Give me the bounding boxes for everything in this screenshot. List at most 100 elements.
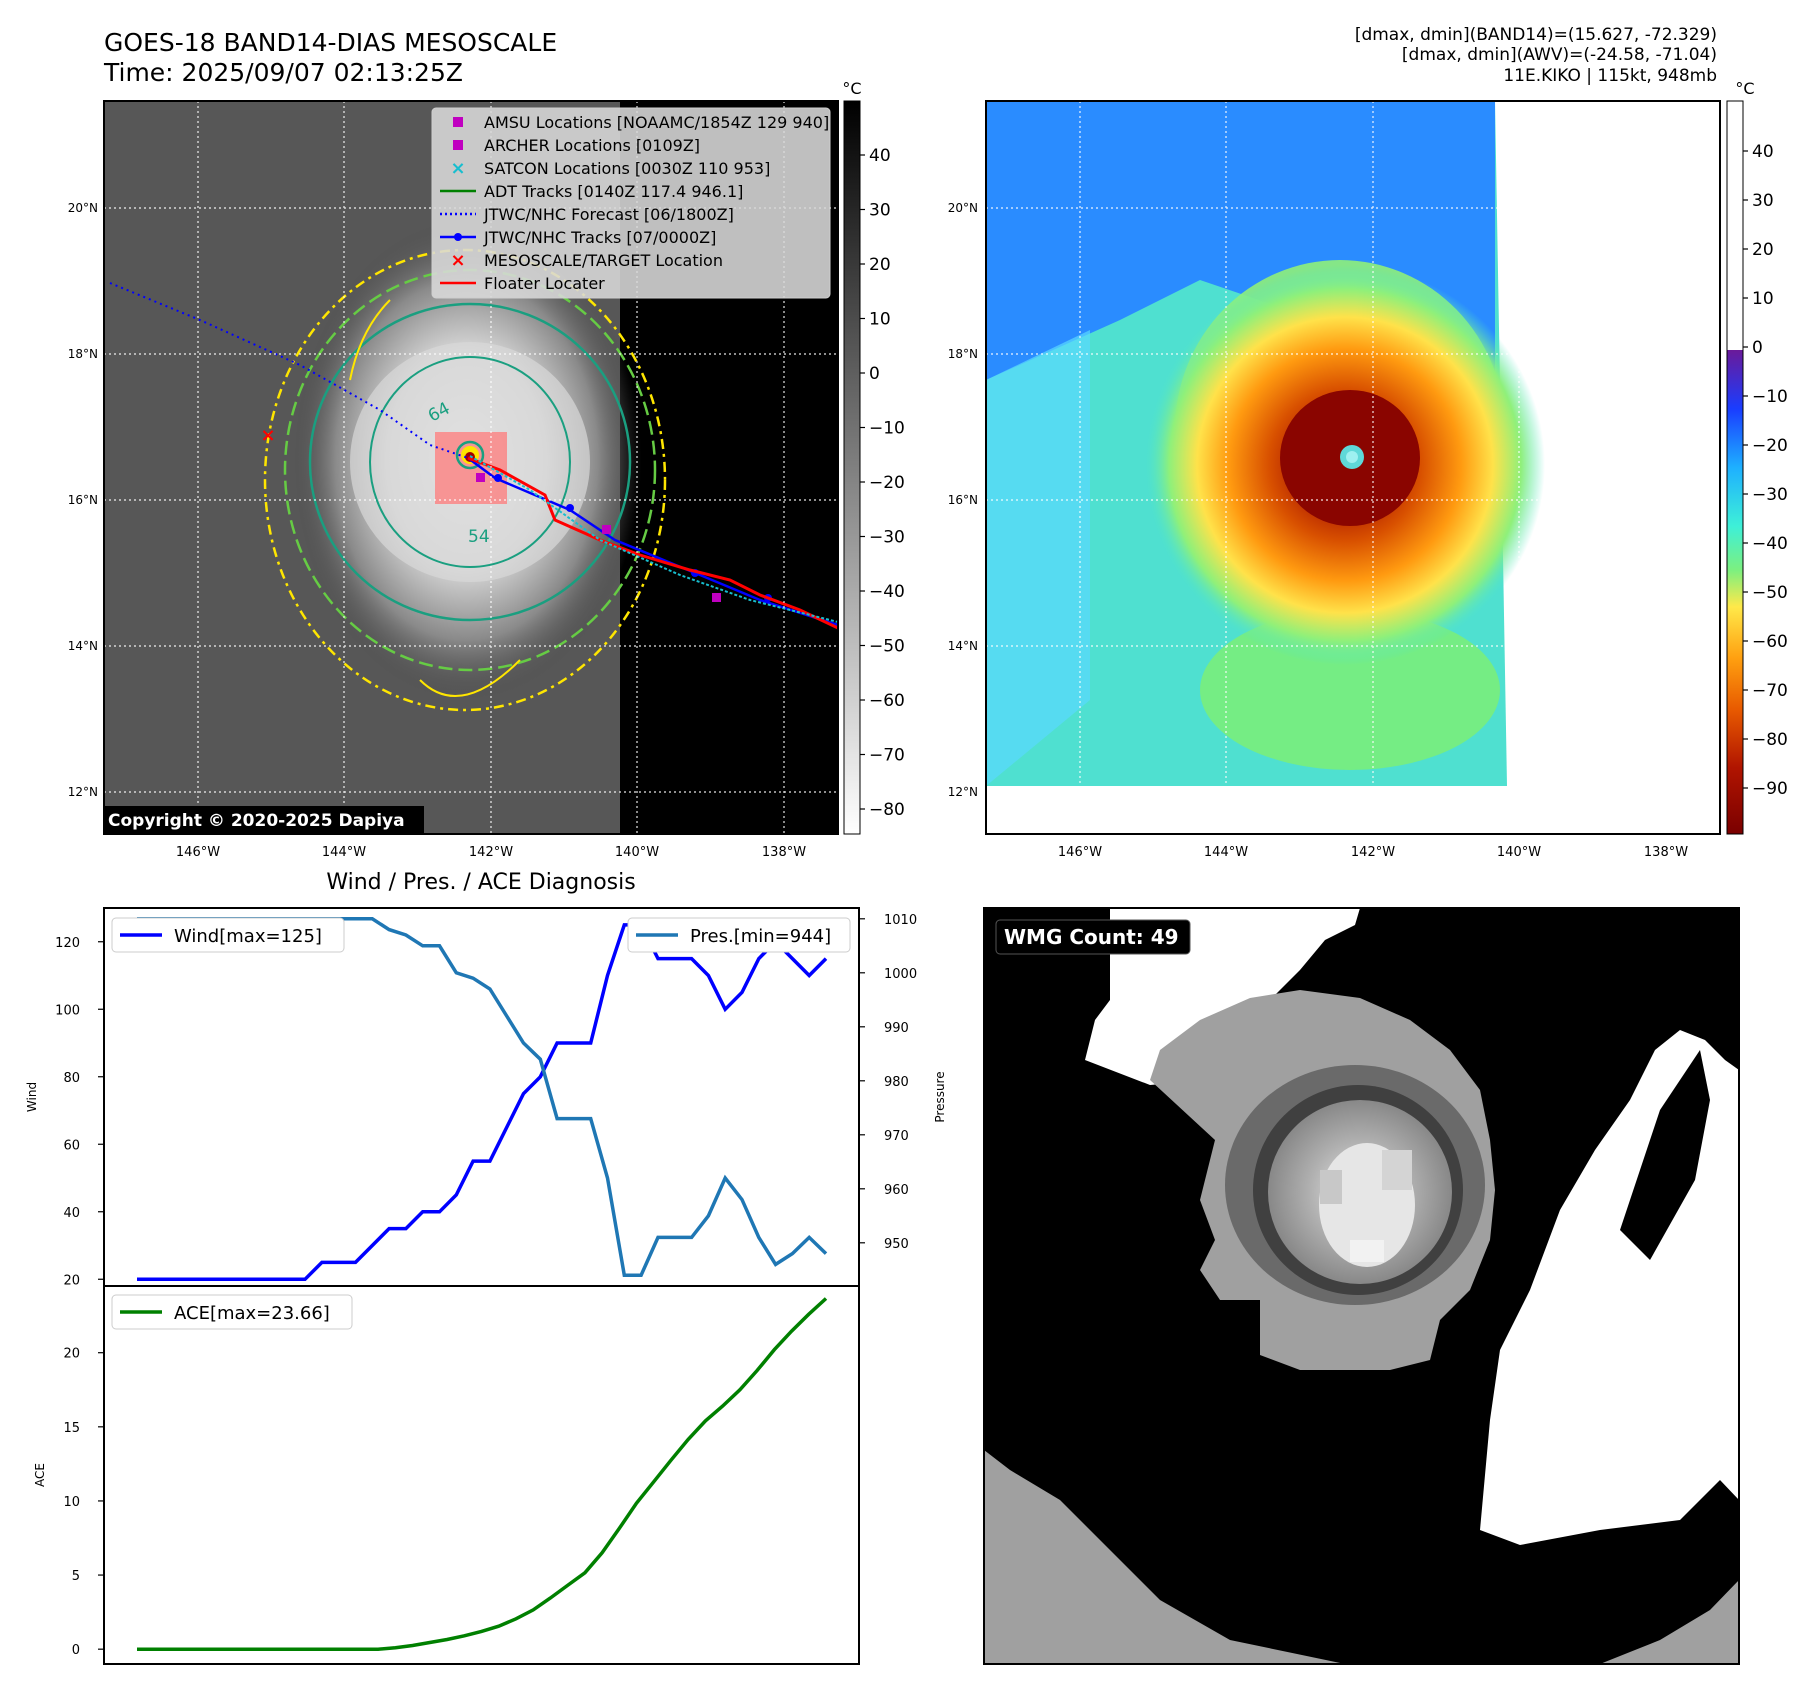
lon-label: 142°W	[1351, 845, 1395, 860]
ace-series-line	[137, 1297, 828, 1651]
lat-label: 12°N	[68, 785, 98, 799]
legend-swatch-dot	[454, 233, 462, 241]
colorbar-tick-label: −80	[869, 800, 905, 820]
pressure-tick-label: 1010	[884, 913, 917, 928]
figure-title: GOES-18 BAND14-DIAS MESOSCALE	[104, 28, 557, 57]
wind-axis-label: Wind	[25, 1082, 39, 1112]
ace-legend: ACE[max=23.66]	[111, 1294, 353, 1330]
wind-legend: Wind[max=125]	[111, 917, 345, 953]
colorbar-tick-label: −10	[1752, 387, 1788, 407]
ace-plot	[137, 1297, 828, 1651]
colorbar-tick-label: 0	[869, 364, 880, 384]
lon-label: 144°W	[322, 845, 366, 860]
legend-entry: ARCHER Locations [0109Z]	[453, 136, 700, 155]
lat-label: 18°N	[68, 347, 98, 361]
lat-label: 14°N	[948, 639, 978, 653]
colorbar-tick-label: 30	[1752, 191, 1774, 211]
legend-entry: × MESOSCALE/TARGET Location	[450, 250, 723, 271]
legend-label: JTWC/NHC Forecast [06/1800Z]	[483, 205, 734, 224]
pressure-tick-label: 990	[884, 1021, 909, 1036]
colorbar-tick-label: −10	[869, 419, 905, 439]
stats-storm: 11E.KIKO | 115kt, 948mb	[1503, 66, 1717, 86]
map2-lon-labels: 146°W 144°W 142°W 140°W 138°W	[1058, 845, 1688, 860]
legend-label: ARCHER Locations [0109Z]	[484, 136, 700, 155]
colorbar-tick-label: −20	[869, 473, 905, 493]
legend-entry: AMSU Locations [NOAAMC/1854Z 129 940]	[453, 113, 829, 132]
legend-swatch: ×	[450, 250, 465, 271]
gray-colorbar-unit: °C	[842, 79, 861, 98]
wind-tick-label: 20	[63, 1273, 80, 1288]
legend-entry: Floater Locater	[440, 274, 605, 293]
colorbar-tick-label: 40	[1752, 142, 1774, 162]
colorbar-tick-label: −50	[869, 637, 905, 657]
wmg-panel: WMG Count: 49	[983, 907, 1740, 1665]
color-colorbar-unit: °C	[1735, 79, 1754, 98]
colorbar-tick-label: −70	[869, 746, 905, 766]
lon-label: 146°W	[1058, 845, 1102, 860]
ace-tick-label: 10	[63, 1495, 80, 1510]
colorbar-tick-label: −20	[1752, 436, 1788, 456]
ace-axis-label: ACE	[33, 1463, 47, 1487]
wind-tick-label: 120	[55, 936, 80, 951]
colorbar-tick-label: −60	[1752, 632, 1788, 652]
map1-lat-labels: 20°N 18°N 16°N 14°N 12°N	[68, 201, 98, 799]
colorbar-tick-label: −30	[869, 528, 905, 548]
contour-label-54: 54	[468, 527, 490, 547]
pressure-tick-label: 980	[884, 1075, 909, 1090]
lon-label: 140°W	[1497, 845, 1541, 860]
colorbar-tick-label: −40	[1752, 534, 1788, 554]
ace-tick-label: 5	[72, 1569, 80, 1584]
legend-label: JTWC/NHC Tracks [07/0000Z]	[483, 228, 716, 247]
ir-color-map	[986, 101, 1720, 834]
lon-label: 146°W	[176, 845, 220, 860]
colorbar-tick-label: 0	[1752, 338, 1763, 358]
pressure-axis-label: Pressure	[933, 1071, 947, 1122]
ace-tick-label: 0	[72, 1643, 80, 1658]
lon-label: 138°W	[1644, 845, 1688, 860]
pressure-legend: Pres.[min=944]	[627, 917, 851, 953]
stats-awv: [dmax, dmin](AWV)=(-24.58, -71.04)	[1402, 45, 1717, 65]
legend-entry: ADT Tracks [0140Z 117.4 946.1]	[440, 182, 743, 201]
map1-lon-labels: 146°W 144°W 142°W 140°W 138°W	[176, 845, 806, 860]
wind-tick-label: 80	[63, 1071, 80, 1086]
color-colorbar: °C 40 30 20 10 0 −10 −20 −30 −40 −50 −60 −70 −80 −90	[1726, 79, 1788, 835]
pressure-tick-label: 1000	[884, 967, 917, 982]
legend-label: ADT Tracks [0140Z 117.4 946.1]	[484, 182, 743, 201]
colorbar-tick-label: −40	[869, 582, 905, 602]
stats-band14: [dmax, dmin](BAND14)=(15.627, -72.329)	[1355, 25, 1717, 45]
colorbar-tick-label: −30	[1752, 485, 1788, 505]
lon-label: 144°W	[1204, 845, 1248, 860]
map-legend: AMSU Locations [NOAAMC/1854Z 129 940] ARC…	[431, 107, 831, 299]
legend-entry: JTWC/NHC Tracks [07/0000Z]	[440, 228, 716, 247]
legend-label: SATCON Locations [0030Z 110 953]	[484, 159, 770, 178]
wind-legend-label: Wind[max=125]	[174, 926, 322, 947]
lat-label: 14°N	[68, 639, 98, 653]
diagnosis-title: Wind / Pres. / ACE Diagnosis	[326, 870, 635, 895]
gray-colorbar: °C 40 30 20 10 0 −10 −20 −30 −40 −50 −60 −70 −80	[842, 79, 905, 835]
legend-label: AMSU Locations [NOAAMC/1854Z 129 940]	[484, 113, 829, 132]
figure-time: Time: 2025/09/07 02:13:25Z	[103, 58, 463, 87]
ace-tick-label: 15	[63, 1421, 80, 1436]
wind-tick-label: 100	[55, 1003, 80, 1018]
copyright: Copyright © 2020-2025 Dapiya	[108, 811, 405, 831]
pressure-tick-label: 970	[884, 1129, 909, 1144]
legend-swatch: ×	[450, 158, 465, 179]
lat-label: 16°N	[948, 493, 978, 507]
ace-legend-label: ACE[max=23.66]	[174, 1303, 330, 1324]
legend-label: Floater Locater	[484, 274, 605, 293]
pressure-legend-label: Pres.[min=944]	[690, 926, 831, 947]
lat-label: 16°N	[68, 493, 98, 507]
lat-label: 20°N	[68, 201, 98, 215]
legend-swatch	[453, 140, 463, 150]
legend-entry: JTWC/NHC Forecast [06/1800Z]	[440, 205, 734, 224]
wind-tick-label: 40	[63, 1206, 80, 1221]
map2-lat-labels: 20°N 18°N 16°N 14°N 12°N	[948, 201, 978, 799]
svg-text:×: ×	[260, 425, 275, 446]
ace-tick-label: 20	[63, 1347, 80, 1362]
lon-label: 138°W	[762, 845, 806, 860]
colorbar-tick-label: −60	[869, 691, 905, 711]
colorbar-tick-label: −50	[1752, 583, 1788, 603]
lon-label: 142°W	[469, 845, 513, 860]
pressure-tick-label: 950	[884, 1237, 909, 1252]
